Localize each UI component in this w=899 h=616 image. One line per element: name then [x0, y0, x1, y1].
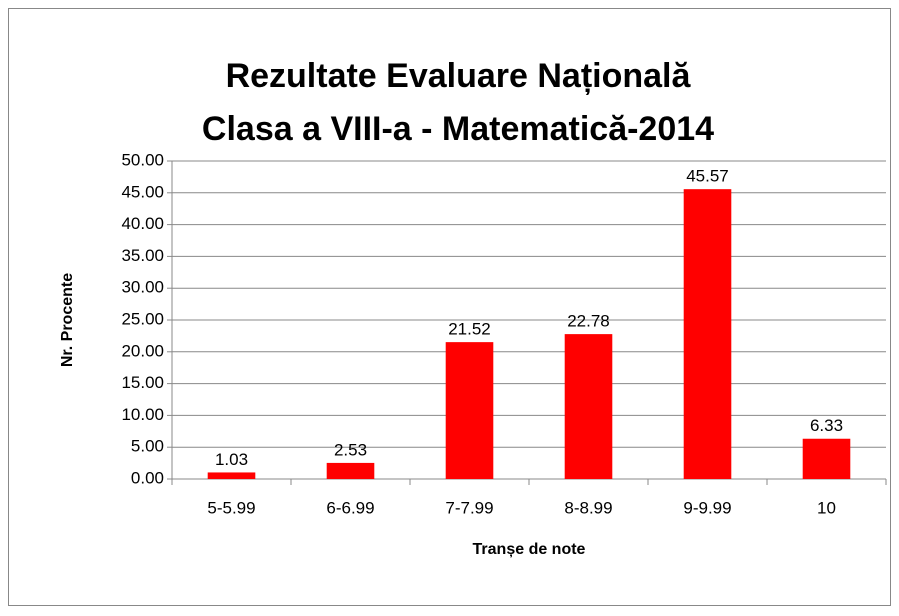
chart-title: Clasa a VIII-a - Matematică-2014: [202, 110, 714, 148]
y-tick-label: 30.00: [121, 278, 164, 297]
y-tick-label: 20.00: [121, 341, 164, 360]
data-label: 22.78: [567, 312, 610, 331]
bar: [802, 438, 851, 479]
bar: [683, 189, 732, 479]
data-label: 21.52: [448, 320, 491, 339]
x-tick-label: 7-7.99: [445, 498, 493, 517]
y-tick-label: 35.00: [121, 246, 164, 265]
y-tick-label: 10.00: [121, 405, 164, 424]
x-axis-title: Tranșe de note: [473, 541, 586, 558]
data-label: 1.03: [215, 450, 248, 469]
y-tick-label: 25.00: [121, 309, 164, 328]
y-axis-title: Nr. Procente: [59, 273, 76, 367]
chart-title: Rezultate Evaluare Națională: [226, 57, 692, 95]
x-tick-label: 9-9.99: [683, 498, 731, 517]
x-tick-label: 6-6.99: [326, 498, 374, 517]
bar: [207, 472, 256, 479]
x-tick-label: 5-5.99: [207, 498, 255, 517]
y-tick-label: 40.00: [121, 214, 164, 233]
data-label: 45.57: [686, 167, 729, 186]
chart-border: [8, 8, 891, 606]
y-tick-label: 5.00: [131, 437, 164, 456]
y-tick-label: 50.00: [121, 150, 164, 169]
x-tick-label: 8-8.99: [564, 498, 612, 517]
data-label: 6.33: [810, 416, 843, 435]
y-tick-label: 0.00: [131, 468, 164, 487]
x-tick-label: 10: [817, 498, 836, 517]
bar: [564, 334, 613, 479]
y-tick-label: 15.00: [121, 373, 164, 392]
bar: [326, 462, 375, 479]
bar: [445, 342, 494, 479]
data-label: 2.53: [334, 440, 367, 459]
y-tick-label: 45.00: [121, 182, 164, 201]
